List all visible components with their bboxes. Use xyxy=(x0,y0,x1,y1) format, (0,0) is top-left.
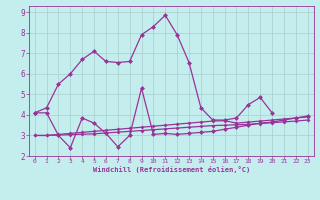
X-axis label: Windchill (Refroidissement éolien,°C): Windchill (Refroidissement éolien,°C) xyxy=(92,166,250,173)
